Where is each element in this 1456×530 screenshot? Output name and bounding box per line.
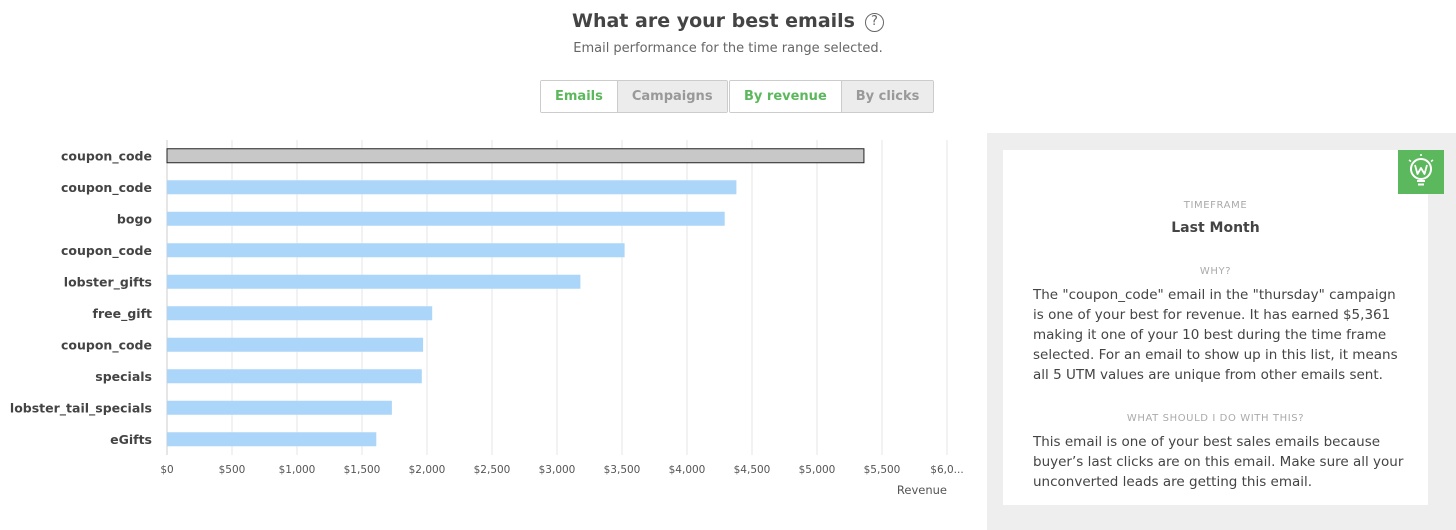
timeframe-value: Last Month — [1171, 220, 1260, 236]
category-label: eGifts — [110, 432, 152, 447]
x-tick-label: $1,000 — [279, 464, 316, 476]
bar[interactable] — [167, 369, 422, 384]
bar[interactable] — [167, 432, 377, 447]
insight-panel: TIMEFRAME Last Month WHY? The "coupon_co… — [987, 133, 1456, 530]
bar[interactable] — [167, 400, 392, 415]
bar[interactable] — [167, 274, 581, 289]
page-title-text: What are your best emails — [572, 10, 855, 32]
x-tick-label: $2,500 — [474, 464, 511, 476]
category-label: free_gift — [93, 306, 152, 322]
best-emails-bar-chart: $0 $500 $1,000 $1,500 $2,000 $2,500 $3,000 $3,5… — [10, 140, 964, 497]
lightbulb-w-icon[interactable] — [1398, 150, 1444, 194]
why-label: WHY? — [1199, 266, 1232, 277]
x-tick-label: $5,500 — [864, 464, 901, 476]
campaigns-toggle-button[interactable]: Campaigns — [616, 81, 727, 112]
bar[interactable] — [167, 337, 424, 352]
x-tick-label: $2,000 — [409, 464, 446, 476]
by-clicks-toggle-button[interactable]: By clicks — [840, 81, 934, 112]
category-label: coupon_code — [61, 180, 152, 196]
x-tick-label: $5,000 — [799, 464, 836, 476]
metric-toggle: By revenue By clicks — [729, 80, 935, 113]
help-icon[interactable]: ? — [864, 13, 884, 32]
bar[interactable] — [167, 306, 433, 321]
why-text: The "coupon_code" email in the "thursday… — [1033, 287, 1398, 383]
by-revenue-toggle-button[interactable]: By revenue — [730, 81, 841, 112]
x-tick-label: $1,500 — [344, 464, 381, 476]
x-tick-label: $4,000 — [669, 464, 706, 476]
bar[interactable] — [167, 211, 725, 226]
bar[interactable] — [167, 243, 625, 258]
x-tick-label: $3,500 — [604, 464, 641, 476]
x-tick-label: $4,500 — [734, 464, 771, 476]
bar[interactable] — [167, 180, 737, 195]
x-tick-label: $3,000 — [539, 464, 576, 476]
category-label: coupon_code — [61, 337, 152, 353]
category-label: coupon_code — [61, 243, 152, 259]
bar[interactable] — [166, 148, 865, 164]
type-toggle: Emails Campaigns — [540, 80, 728, 113]
page-title: What are your best emails? — [0, 10, 1456, 32]
action-label: WHAT SHOULD I DO WITH THIS? — [1126, 413, 1305, 424]
x-axis-label: Revenue — [897, 483, 947, 497]
category-label: lobster_gifts — [64, 274, 152, 290]
x-tick-label: $500 — [219, 464, 246, 476]
insight-card: TIMEFRAME Last Month WHY? The "coupon_co… — [1003, 150, 1428, 505]
category-label: bogo — [117, 211, 152, 226]
category-label: specials — [95, 369, 152, 384]
category-label: lobster_tail_specials — [10, 400, 152, 416]
category-label: coupon_code — [61, 148, 152, 164]
action-text: This email is one of your best sales ema… — [1033, 434, 1404, 490]
timeframe-label: TIMEFRAME — [1183, 200, 1248, 211]
x-tick-label: $0 — [160, 464, 173, 476]
x-tick-label: $6,0... — [930, 464, 963, 476]
emails-toggle-button[interactable]: Emails — [541, 81, 617, 112]
page-subtitle: Email performance for the time range sel… — [573, 41, 883, 56]
